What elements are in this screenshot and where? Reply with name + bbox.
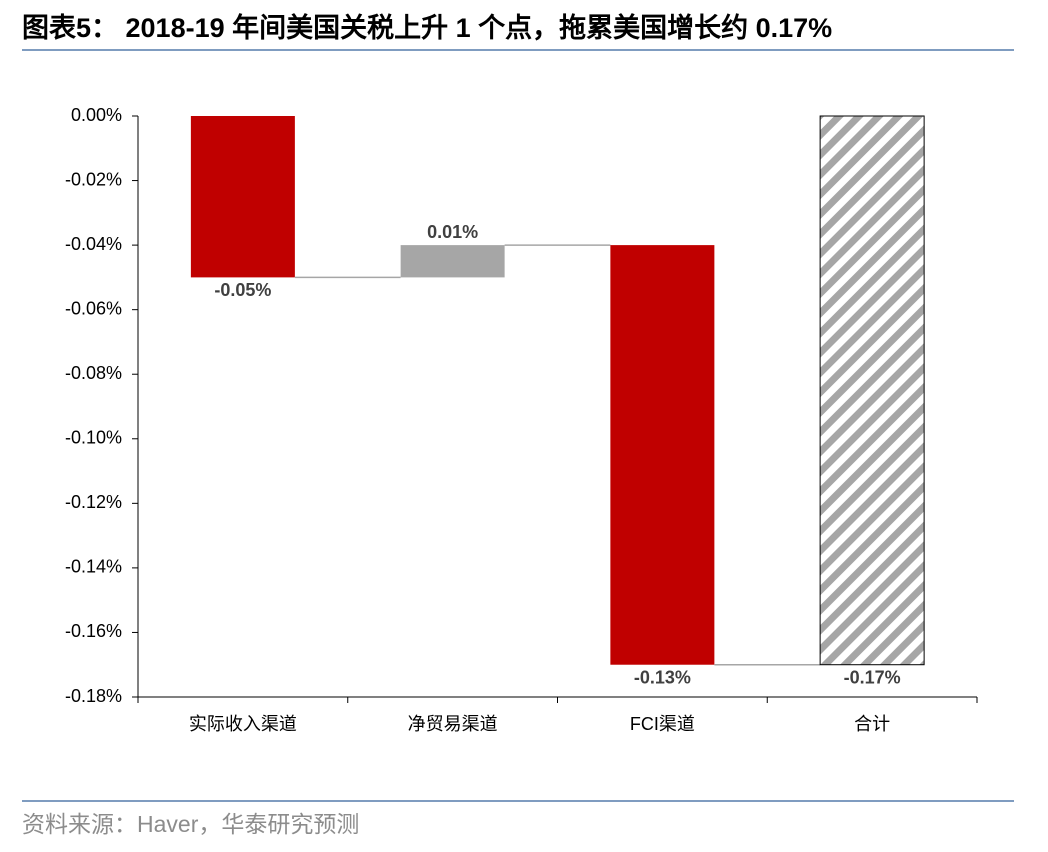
bar (400, 245, 505, 278)
source: 资料来源：Haver，华泰研究预测 (22, 811, 359, 837)
value-label: -0.05% (214, 280, 271, 300)
y-tick-label: -0.08% (65, 363, 122, 383)
chart-title: 图表5： 2018-19 年间美国关税上升 1 个点，拖累美国增长约 0.17% (22, 12, 832, 43)
y-tick-label: -0.16% (65, 621, 122, 641)
y-tick-label: -0.18% (65, 686, 122, 706)
bar (190, 116, 295, 278)
x-tick-label: 合计 (854, 714, 890, 734)
y-tick-label: -0.02% (65, 169, 122, 189)
y-tick-label: -0.12% (65, 492, 122, 512)
y-tick-label: -0.06% (65, 298, 122, 318)
value-label: -0.13% (634, 667, 691, 687)
value-label: -0.17% (844, 667, 901, 687)
bar (610, 245, 715, 665)
y-tick-label: 0.00% (71, 105, 122, 125)
x-tick-label: FCI渠道 (630, 714, 695, 734)
bar (819, 115, 925, 666)
y-tick-label: -0.10% (65, 428, 122, 448)
x-tick-label: 净贸易渠道 (408, 714, 498, 734)
y-tick-label: -0.14% (65, 557, 122, 577)
y-tick-label: -0.04% (65, 234, 122, 254)
value-label: 0.01% (427, 222, 478, 242)
x-tick-label: 实际收入渠道 (189, 714, 297, 734)
